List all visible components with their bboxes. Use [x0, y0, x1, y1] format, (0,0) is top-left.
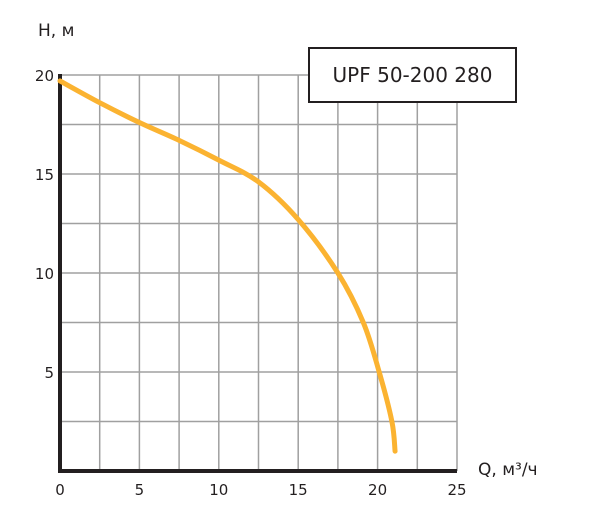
- x-tick-label: 0: [55, 481, 65, 499]
- x-axis-label: Q, м³/ч: [478, 460, 538, 480]
- x-tick-label: 5: [135, 481, 145, 499]
- head-flow-curve: [57, 78, 398, 454]
- y-tick-label: 20: [35, 67, 54, 85]
- tick-labels: 0 5 10 15 20 25 5 10 15 20: [35, 67, 467, 499]
- y-tick-label: 10: [35, 265, 54, 283]
- y-tick-label: 5: [44, 364, 54, 382]
- y-tick-label: 15: [35, 166, 54, 184]
- x-tick-label: 20: [368, 481, 387, 499]
- axes: [58, 74, 457, 473]
- y-axis-label: H, м: [38, 21, 75, 41]
- chart-title-box: UPF 50-200 280: [308, 47, 517, 103]
- x-tick-label: 10: [209, 481, 228, 499]
- x-tick-label: 25: [447, 481, 466, 499]
- chart-title: UPF 50-200 280: [332, 63, 493, 87]
- grid-lines: [60, 74, 458, 471]
- x-tick-label: 15: [289, 481, 308, 499]
